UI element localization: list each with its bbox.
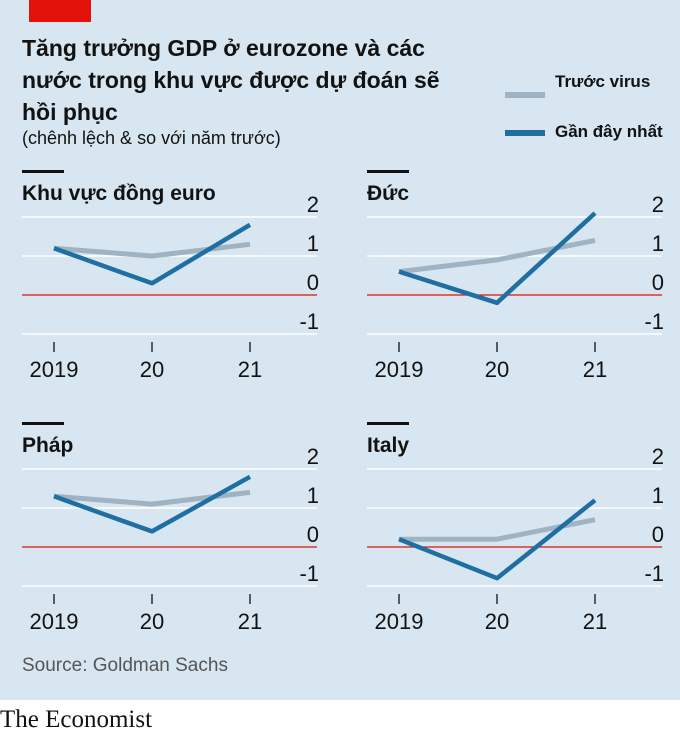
y-tick-label: 1 (652, 483, 664, 508)
y-tick-label: 0 (652, 522, 664, 547)
x-tick-label: 21 (238, 609, 262, 634)
legend-swatch-pre-virus (505, 92, 545, 98)
y-tick-label: 0 (652, 270, 664, 295)
x-tick-label: 21 (583, 357, 607, 382)
y-tick-label: 2 (652, 444, 664, 469)
y-tick-label: 2 (307, 192, 319, 217)
y-tick-label: 0 (307, 522, 319, 547)
legend-label-pre-virus: Trước virus (555, 72, 651, 91)
y-tick-label: -1 (299, 309, 319, 334)
series-line-pre-virus (398, 237, 596, 275)
chart-title: Tăng trưởng GDP ở eurozone và các nước t… (22, 35, 440, 125)
brand-tag (29, 0, 91, 22)
chart-panel: Tăng trưởng GDP ở eurozone và các nước t… (0, 0, 680, 700)
x-tick-label: 20 (485, 357, 509, 382)
x-tick-label: 2019 (375, 609, 424, 634)
x-tick-label: 21 (238, 357, 262, 382)
subchart-title-rule (22, 422, 64, 425)
series-line-latest (53, 474, 252, 534)
y-tick-label: 0 (307, 270, 319, 295)
subchart-italy: Italy 2 1 0 -1 2019 20 21 (367, 422, 680, 654)
x-tick-label: 20 (485, 609, 509, 634)
publisher-wordmark: The Economist (0, 706, 153, 733)
subchart-title-germany: Đức (367, 182, 410, 205)
legend-label-latest: Gần đây nhất (555, 122, 663, 141)
legend-swatch-latest (505, 130, 545, 136)
y-tick-label: -1 (644, 309, 664, 334)
y-tick-label: 1 (307, 483, 319, 508)
y-tick-label: 2 (652, 192, 664, 217)
chart-subtitle: (chênh lệch & so với năm trước) (22, 128, 281, 148)
y-tick-label: 1 (307, 231, 319, 256)
x-tick-label: 2019 (30, 609, 79, 634)
series-line-latest (398, 498, 597, 581)
subchart-title-rule (367, 422, 409, 425)
subchart-title-italy: Italy (367, 434, 410, 457)
subchart-germany: Đức 2 1 0 -1 2019 20 21 (367, 170, 680, 402)
x-tick-label: 20 (140, 609, 164, 634)
y-tick-label: -1 (644, 561, 664, 586)
subchart-eurozone: Khu vực đồng euro 2 1 0 -1 2019 20 21 (22, 170, 342, 402)
x-tick-label: 2019 (375, 357, 424, 382)
y-tick-label: 1 (652, 231, 664, 256)
series-line-latest (53, 222, 252, 286)
x-tick-label: 21 (583, 609, 607, 634)
y-tick-label: -1 (299, 561, 319, 586)
subchart-title-rule (367, 170, 409, 173)
x-tick-label: 2019 (30, 357, 79, 382)
subchart-title-eurozone: Khu vực đồng euro (22, 182, 216, 205)
subchart-title-rule (22, 170, 64, 173)
source-note: Source: Goldman Sachs (22, 655, 228, 676)
y-tick-label: 2 (307, 444, 319, 469)
series-line-latest (398, 211, 597, 306)
x-tick-label: 20 (140, 357, 164, 382)
subchart-title-france: Pháp (22, 434, 74, 457)
subchart-france: Pháp 2 1 0 -1 2019 20 21 (22, 422, 342, 654)
series-line-pre-virus (53, 241, 251, 259)
